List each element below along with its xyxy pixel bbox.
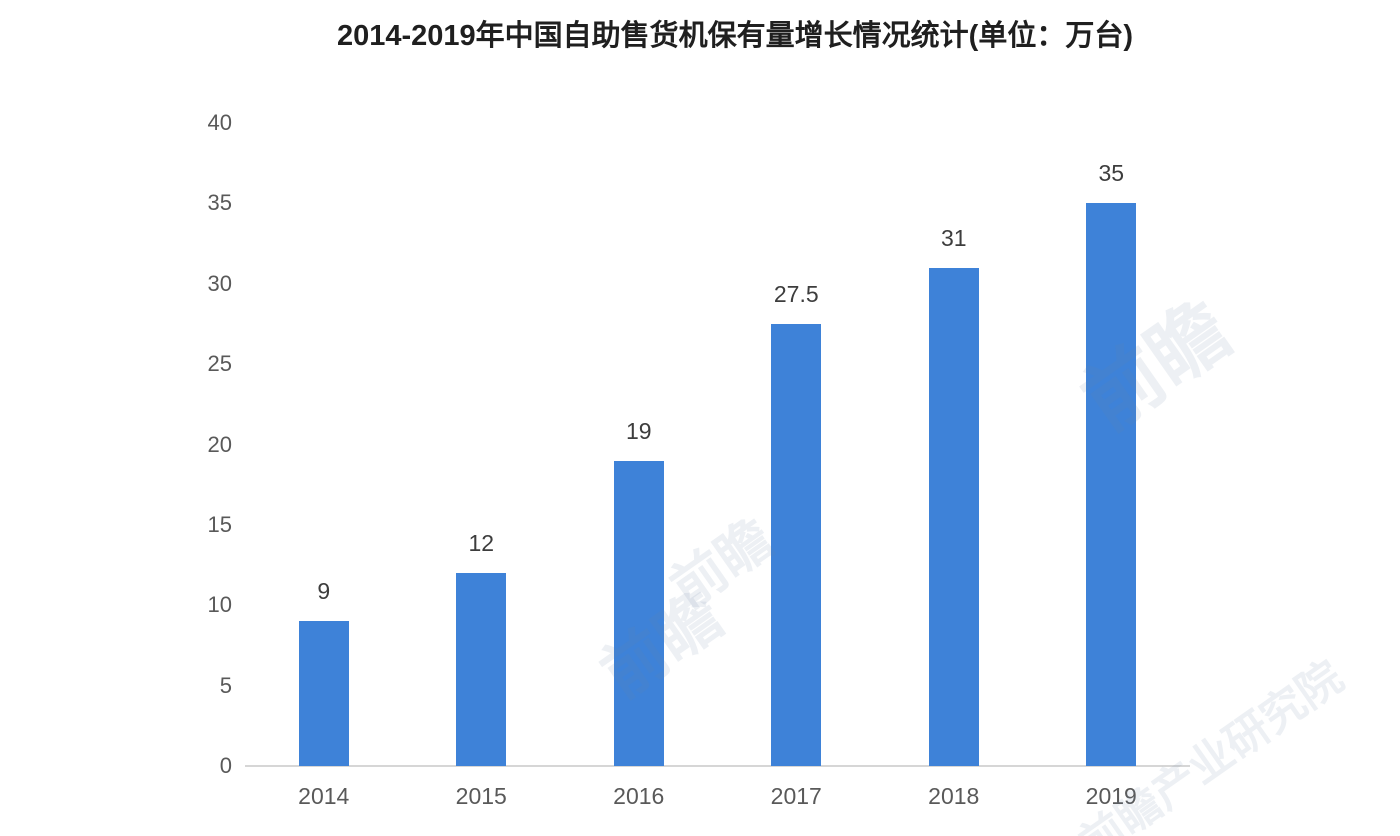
watermark: 前瞻 — [660, 508, 784, 620]
y-tick-label: 15 — [207, 511, 232, 537]
y-tick-label: 35 — [207, 190, 232, 216]
y-tick-label: 20 — [207, 431, 232, 457]
x-tick-label-2019: 2019 — [1085, 783, 1137, 809]
x-tick-label-2018: 2018 — [928, 783, 980, 809]
bar-value-label-2014: 9 — [317, 578, 331, 605]
bar-2019 — [1086, 203, 1137, 766]
bar-2014 — [298, 621, 349, 766]
bar-value-label-2018: 31 — [940, 224, 967, 251]
x-tick-label-2014: 2014 — [298, 783, 350, 809]
y-tick-label: 10 — [207, 592, 232, 618]
y-tick-label: 25 — [207, 351, 232, 377]
y-tick-label: 40 — [207, 110, 232, 135]
y-tick-label: 5 — [219, 672, 232, 698]
y-tick-label: 0 — [219, 753, 232, 778]
bar-value-label-2017: 27.5 — [773, 280, 819, 307]
bar-2015 — [456, 573, 507, 766]
bar-2016 — [613, 460, 664, 766]
bar-value-label-2016: 19 — [625, 417, 652, 444]
bar-value-label-2015: 12 — [468, 530, 495, 557]
chart-title: 2014-2019年中国自助售货机保有量增长情况统计(单位：万台) — [337, 20, 1134, 52]
x-axis-line — [245, 765, 1190, 767]
bar-2018 — [928, 267, 979, 766]
y-tick-label: 30 — [207, 270, 232, 296]
x-tick-label-2016: 2016 — [613, 783, 665, 809]
bar-value-label-2019: 35 — [1098, 160, 1125, 187]
x-tick-label-2015: 2015 — [455, 783, 507, 809]
bar-2017 — [771, 323, 822, 766]
x-tick-label-2017: 2017 — [770, 783, 822, 809]
